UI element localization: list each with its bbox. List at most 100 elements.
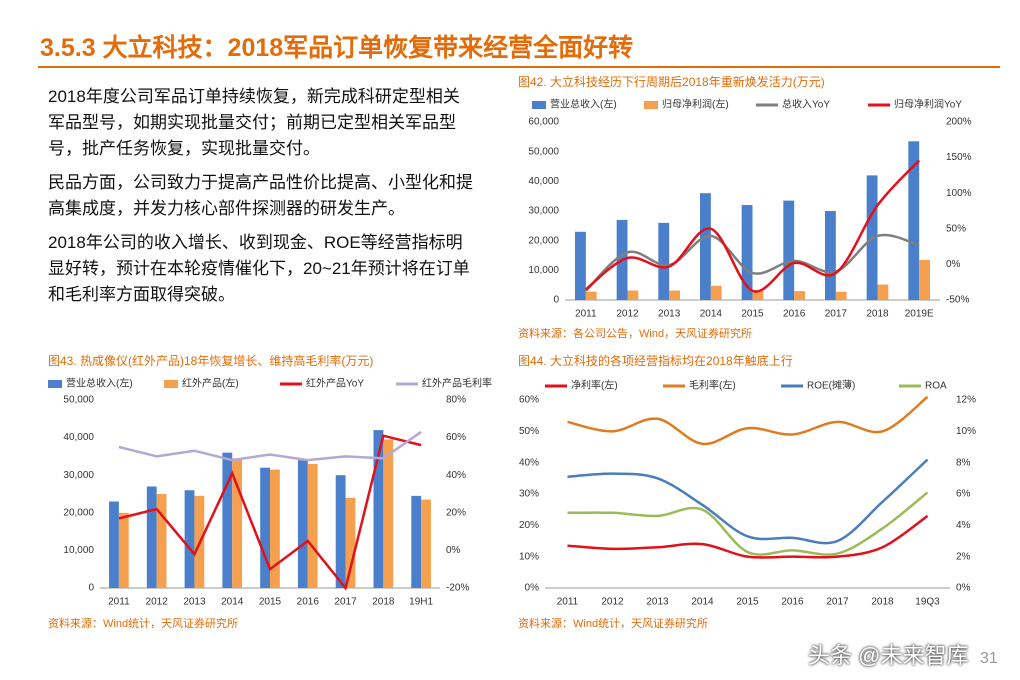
bar bbox=[297, 460, 308, 588]
chart-title: 图42. 大立科技经历下行周期后2018年重新焕发活力(万元) bbox=[518, 74, 825, 89]
x-tick-label: 2011 bbox=[108, 597, 130, 608]
bar bbox=[575, 231, 586, 300]
y2-tick-label: 4% bbox=[956, 520, 971, 531]
bar bbox=[307, 463, 318, 588]
bar bbox=[184, 490, 195, 588]
bar bbox=[146, 486, 157, 588]
x-tick-label: 2019E bbox=[905, 309, 934, 320]
y2-tick-label: 0% bbox=[956, 583, 971, 594]
x-tick-label: 2012 bbox=[146, 597, 169, 608]
y-tick-label: 0 bbox=[553, 295, 559, 306]
legend-label: ROA bbox=[925, 381, 947, 392]
y-tick-label: 0% bbox=[525, 583, 540, 594]
bar bbox=[908, 141, 920, 300]
chart-source: 资料来源：Wind统计，天风证券研究所 bbox=[518, 616, 708, 630]
x-tick-label: 2012 bbox=[601, 597, 624, 608]
legend-label: 红外产品YoY bbox=[306, 377, 364, 390]
bar bbox=[156, 494, 167, 588]
bar bbox=[627, 290, 639, 300]
x-tick-label: 2013 bbox=[658, 309, 681, 320]
y-tick-label: 10,000 bbox=[528, 265, 559, 276]
legend-swatch bbox=[164, 380, 178, 388]
legend-swatch bbox=[644, 101, 658, 109]
series-line bbox=[567, 514, 929, 559]
y-tick-label: 60,000 bbox=[528, 117, 559, 128]
x-tick-label: 2014 bbox=[691, 597, 714, 608]
y-tick-label: 20% bbox=[519, 520, 539, 531]
bar bbox=[222, 452, 233, 588]
x-tick-label: 2016 bbox=[297, 597, 320, 608]
y-tick-label: 10,000 bbox=[63, 545, 94, 556]
bar bbox=[669, 290, 680, 300]
y-tick-label: 40,000 bbox=[528, 176, 559, 187]
y-tick-label: 30,000 bbox=[528, 206, 559, 217]
title-rule bbox=[38, 66, 1000, 68]
x-tick-label: 2017 bbox=[825, 309, 848, 320]
y-tick-label: 20,000 bbox=[528, 235, 559, 246]
bar bbox=[783, 200, 795, 300]
y2-tick-label: 12% bbox=[956, 395, 976, 406]
y-tick-label: 40% bbox=[519, 457, 539, 468]
slide-title: 3.5.3 大立科技：2018军品订单恢复带来经营全面好转 bbox=[40, 34, 634, 62]
paragraph: 2018年度公司军品订单持续恢复，新完成科研定型相关军品型号，如期实现批量交付；… bbox=[48, 87, 460, 158]
x-tick-label: 2013 bbox=[646, 597, 669, 608]
bar bbox=[919, 259, 930, 300]
y2-tick-label: 8% bbox=[956, 457, 971, 468]
bar bbox=[658, 222, 670, 300]
legend-swatch bbox=[48, 380, 62, 388]
y2-tick-label: 150% bbox=[946, 152, 972, 163]
bar bbox=[421, 499, 431, 588]
bar bbox=[373, 430, 384, 588]
x-tick-label: 2017 bbox=[334, 597, 357, 608]
y2-tick-label: 200% bbox=[946, 117, 972, 128]
bar bbox=[345, 497, 356, 588]
y-tick-label: 30,000 bbox=[63, 470, 94, 481]
bar bbox=[232, 458, 243, 588]
bar bbox=[411, 495, 422, 588]
chart-title: 图43. 热成像仪(红外产品)18年恢复增长、维持高毛利率(万元) bbox=[48, 353, 373, 368]
x-tick-label: 2016 bbox=[781, 597, 804, 608]
chart-source: 资料来源：Wind统计，天风证券研究所 bbox=[48, 616, 238, 630]
bar bbox=[383, 439, 394, 588]
x-tick-label: 19H1 bbox=[409, 597, 433, 608]
x-tick-label: 2014 bbox=[700, 309, 723, 320]
y-tick-label: 40,000 bbox=[63, 432, 94, 443]
legend-label: 总收入YoY bbox=[782, 98, 830, 111]
legend-label: 红外产品毛利率 bbox=[422, 377, 492, 390]
legend-label: 净利率(左) bbox=[571, 379, 618, 392]
x-tick-label: 2015 bbox=[259, 597, 282, 608]
bar bbox=[118, 512, 129, 588]
legend-label: 红外产品(左) bbox=[182, 377, 239, 390]
x-tick-label: 2012 bbox=[616, 309, 639, 320]
watermark: 头条 @未来智库 bbox=[808, 643, 969, 668]
x-tick-label: 19Q3 bbox=[915, 597, 940, 608]
x-tick-label: 2016 bbox=[783, 309, 806, 320]
y2-tick-label: 80% bbox=[446, 395, 466, 406]
bar bbox=[794, 291, 805, 300]
x-tick-label: 2014 bbox=[221, 597, 244, 608]
y-tick-label: 0 bbox=[88, 583, 94, 594]
legend-label: ROE(摊薄) bbox=[807, 379, 855, 392]
x-tick-label: 2011 bbox=[557, 597, 579, 608]
bar bbox=[585, 291, 597, 300]
bar bbox=[825, 211, 836, 300]
series-line bbox=[118, 434, 422, 591]
series-line bbox=[118, 430, 422, 462]
y-tick-label: 10% bbox=[519, 551, 539, 562]
x-tick-label: 2018 bbox=[866, 309, 889, 320]
bar bbox=[877, 284, 889, 300]
y2-tick-label: 100% bbox=[946, 188, 972, 199]
bar bbox=[741, 205, 753, 300]
bar bbox=[270, 469, 280, 588]
y2-tick-label: 0% bbox=[446, 545, 461, 556]
bar bbox=[109, 501, 119, 588]
paragraph: 民品方面，公司致力于提高产品性价比提高、小型化和提高集成度，并发力核心部件探测器… bbox=[48, 173, 473, 218]
x-tick-label: 2018 bbox=[871, 597, 894, 608]
y-tick-label: 60% bbox=[519, 395, 539, 406]
bar bbox=[260, 467, 270, 588]
y2-tick-label: -20% bbox=[446, 583, 469, 594]
series-line bbox=[567, 395, 929, 446]
legend-label: 营业总收入(左) bbox=[66, 377, 133, 390]
legend-label: 归母净利润YoY bbox=[894, 98, 962, 111]
